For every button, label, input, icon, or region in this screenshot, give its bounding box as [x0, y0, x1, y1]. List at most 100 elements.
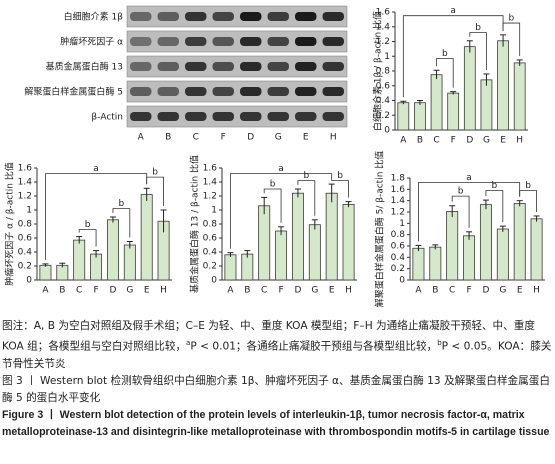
y-tick-label: 0.6 [18, 234, 33, 244]
blot-band [130, 12, 152, 21]
y-tick-label: 0 [384, 126, 390, 136]
blot-band [212, 12, 234, 21]
blot-band [212, 112, 234, 121]
x-tick-label: D [466, 136, 473, 146]
blot-band [240, 62, 262, 71]
blot-band [267, 37, 289, 46]
blot-band [322, 112, 344, 121]
sig-label: a [450, 6, 456, 16]
sig-bracket [297, 180, 316, 216]
blot-lane-label: A [138, 133, 145, 143]
bar [241, 253, 254, 281]
y-tick-label: 0.2 [203, 262, 217, 272]
bar [39, 264, 52, 281]
bar [430, 74, 443, 131]
caption: 图注：A, B 为空白对照组及假手术组；C–E 为轻、中、重度 KOA 模型组；… [2, 318, 552, 441]
blot-lane-label: H [330, 133, 337, 143]
blot-band [267, 87, 289, 96]
sig-label: b [152, 168, 158, 178]
sig-label: b [270, 180, 276, 190]
y-tick-label: 1 [26, 206, 32, 216]
bar [73, 239, 86, 281]
blot-band [157, 37, 179, 46]
note: 图注：A, B 为空白对照组及假手术组；C–E 为轻、中、重度 KOA 模型组；… [2, 318, 552, 373]
x-tick-label: G [499, 286, 506, 296]
y-tick-label: 0.4 [391, 253, 406, 263]
blot-band [185, 12, 207, 21]
note-sup: b [437, 339, 442, 347]
sig-label: b [525, 181, 531, 191]
sig-label: a [278, 164, 284, 174]
note-text: P < 0.01；各通络止痛凝胶干预组与各模型组比较， [190, 340, 438, 353]
bar [90, 253, 103, 281]
bar [308, 224, 321, 281]
x-tick-label: F [278, 286, 283, 296]
y-axis-label: 基质金属蛋白酶 13 / β-actin 比值 [189, 155, 201, 293]
sig-bracket [78, 229, 97, 247]
blot-band [212, 62, 234, 71]
y-tick-label: 1.4 [203, 178, 218, 188]
bar [429, 246, 442, 281]
bar [325, 192, 338, 281]
bar [342, 203, 355, 281]
blot-row-label: 解聚蛋白样金属蛋白酶 5 [24, 86, 123, 98]
sig-label: b [442, 49, 448, 59]
y-tick-label: 0.2 [18, 262, 32, 272]
blot-band [130, 62, 152, 71]
sig-label: b [492, 181, 498, 191]
blot-band [295, 112, 317, 121]
blot-lane-label: F [221, 133, 226, 143]
x-tick-label: B [432, 286, 438, 296]
x-tick-label: H [533, 286, 540, 296]
sig-bracket [418, 182, 521, 242]
bar [224, 254, 237, 281]
bar [397, 102, 410, 131]
sig-label: a [466, 173, 472, 183]
sig-bracket [112, 208, 131, 238]
y-tick-label: 0.8 [203, 220, 218, 230]
blot-lane-label: C [193, 133, 199, 143]
blot-band [212, 87, 234, 96]
blot-band [267, 12, 289, 21]
y-tick-label: 1 [211, 206, 217, 216]
blot-row-label: 白细胞介素 1β [64, 11, 124, 23]
x-tick-label: F [93, 286, 98, 296]
sig-label: b [337, 171, 343, 181]
blot-band [295, 37, 317, 46]
note-text: 图注：A, B 为空白对照组及假手术组；C–E 为轻、中、重度 KOA 模型组；… [2, 320, 535, 353]
sig-label: b [475, 23, 481, 33]
bar [291, 192, 304, 281]
y-tick-label: 0.8 [18, 220, 33, 230]
y-axis-label: 解聚蛋白样金属蛋白酶 5/ β-actin 比值 [374, 151, 386, 308]
blot-band [157, 12, 179, 21]
caption-title: 图 3 丨 Western blot 检测软骨组织中白细胞介素 1β、肿瘤坏死因… [2, 374, 550, 404]
blot-strip [126, 5, 348, 28]
blot-band [185, 62, 207, 71]
y-tick-label: 1.6 [18, 164, 33, 174]
x-tick-label: C [449, 286, 455, 296]
bar [414, 102, 426, 131]
y-tick-label: 0.2 [376, 111, 390, 121]
blot-band [322, 87, 344, 96]
bar [140, 194, 153, 281]
x-tick-label: C [433, 136, 439, 146]
blot-band [157, 87, 179, 96]
bar [480, 79, 493, 131]
bar [530, 218, 543, 281]
y-tick-label: 0 [399, 276, 405, 286]
x-tick-label: G [483, 136, 490, 146]
bar [258, 205, 271, 281]
y-tick-label: 1.2 [376, 37, 390, 47]
sig-bracket [263, 188, 282, 223]
y-tick-label: 0.6 [391, 242, 406, 252]
bar [497, 40, 509, 131]
bar [447, 92, 460, 131]
y-tick-label: 0.4 [376, 96, 391, 106]
x-tick-label: E [144, 286, 150, 296]
sig-bracket [436, 58, 454, 88]
sig-bracket [485, 190, 504, 223]
x-tick-label: H [160, 286, 167, 296]
y-tick-label: 1.8 [391, 174, 406, 184]
sig-label: b [458, 187, 464, 197]
blot-band [212, 37, 234, 46]
